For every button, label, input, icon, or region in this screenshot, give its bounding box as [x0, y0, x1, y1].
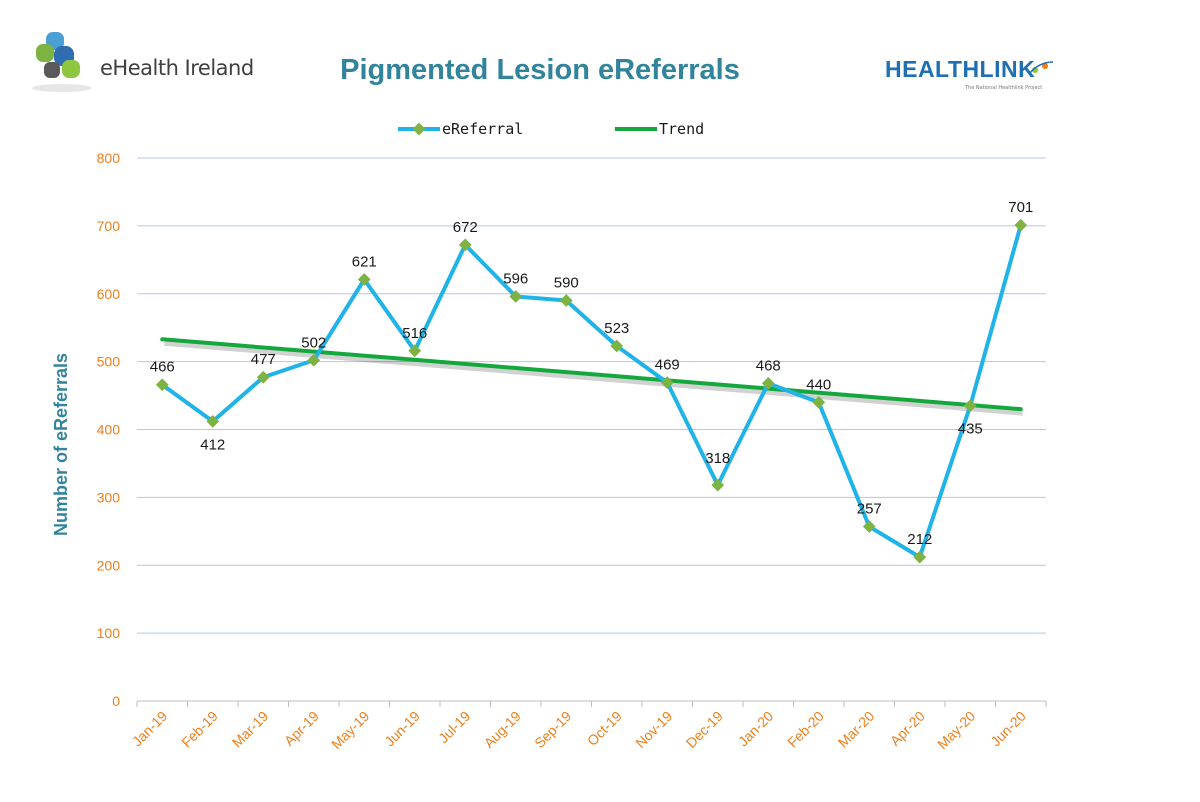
y-tick-label: 200: [97, 557, 121, 573]
healthlink-logo: HEALTHLINK The National Healthlink Proje…: [885, 56, 1065, 96]
x-tick-label: Apr-19: [281, 708, 322, 749]
data-label: 590: [554, 275, 579, 292]
y-tick-label: 100: [97, 625, 121, 641]
y-tick-label: 400: [97, 422, 121, 438]
legend-label-trend: Trend: [659, 120, 704, 138]
x-tick-label: Apr-20: [887, 708, 928, 749]
y-tick-label: 500: [97, 354, 121, 370]
x-tick-label: Jan-20: [735, 708, 777, 750]
data-label: 523: [604, 320, 629, 337]
x-tick-label: May-20: [934, 708, 978, 752]
ehealth-ireland-logo: eHealth Ireland: [32, 28, 262, 98]
data-label: 440: [806, 376, 831, 393]
healthlink-leaf-icon: [1028, 61, 1054, 75]
healthlink-tagline: The National Healthlink Project: [965, 85, 1043, 91]
data-point: [357, 273, 371, 286]
data-label: 318: [705, 450, 730, 467]
x-tick-label: Jan-19: [129, 708, 171, 750]
x-tick-label: Oct-19: [584, 708, 625, 749]
data-label: 257: [857, 501, 882, 518]
y-tick-label: 800: [97, 150, 121, 166]
data-label: 701: [1008, 199, 1033, 216]
data-label: 412: [200, 436, 225, 453]
x-tick-label: Jun-19: [381, 708, 423, 750]
x-tick-label: Jun-20: [987, 708, 1029, 750]
chart-title: Pigmented Lesion eReferrals: [340, 54, 740, 86]
x-tick-label: Aug-19: [481, 708, 524, 751]
legend-marker-ereferral: [412, 122, 426, 136]
y-tick-label: 300: [97, 489, 121, 505]
x-tick-label: Sep-19: [531, 708, 574, 751]
data-label: 466: [150, 359, 175, 376]
x-tick-label: Nov-19: [632, 708, 675, 751]
data-label: 596: [503, 270, 528, 287]
ehealth-logo-text: eHealth Ireland: [100, 56, 254, 80]
data-label: 672: [453, 219, 478, 236]
data-point: [458, 238, 472, 252]
trend-line: [160, 337, 1023, 412]
data-point: [206, 414, 220, 428]
data-point: [256, 370, 270, 384]
data-label: 469: [655, 357, 680, 374]
x-tick-label: Feb-20: [784, 708, 827, 751]
y-tick-label: 0: [112, 693, 120, 709]
y-axis-label: Number of eReferrals: [51, 353, 71, 536]
series-line-ereferral: [161, 224, 1023, 560]
data-label: 477: [251, 351, 276, 368]
y-tick-label: 600: [97, 286, 121, 302]
x-tick-label: Jul-19: [435, 708, 473, 746]
x-tick-label: Mar-20: [835, 708, 878, 751]
data-point: [408, 344, 422, 358]
data-label: 435: [958, 421, 983, 438]
data-label: 468: [756, 357, 781, 374]
x-tick-label: Feb-19: [178, 708, 221, 751]
x-tick-label: Mar-19: [229, 708, 272, 751]
data-point: [711, 478, 725, 492]
data-point: [155, 378, 169, 392]
data-label: 502: [301, 334, 326, 351]
data-label: 212: [907, 531, 932, 548]
data-label: 516: [402, 325, 427, 342]
data-point: [1014, 218, 1028, 232]
data-point: [307, 353, 321, 367]
ehealth-logo-icon: [32, 32, 92, 92]
y-tick-label: 700: [97, 218, 121, 234]
trend-line-shadow: [164, 340, 1023, 416]
data-label: 621: [352, 253, 377, 270]
healthlink-logo-text: HEALTHLINK: [885, 56, 1036, 82]
x-tick-label: May-19: [328, 708, 372, 752]
x-tick-label: Dec-19: [683, 708, 726, 751]
legend-label-ereferral: eReferral: [442, 120, 523, 138]
